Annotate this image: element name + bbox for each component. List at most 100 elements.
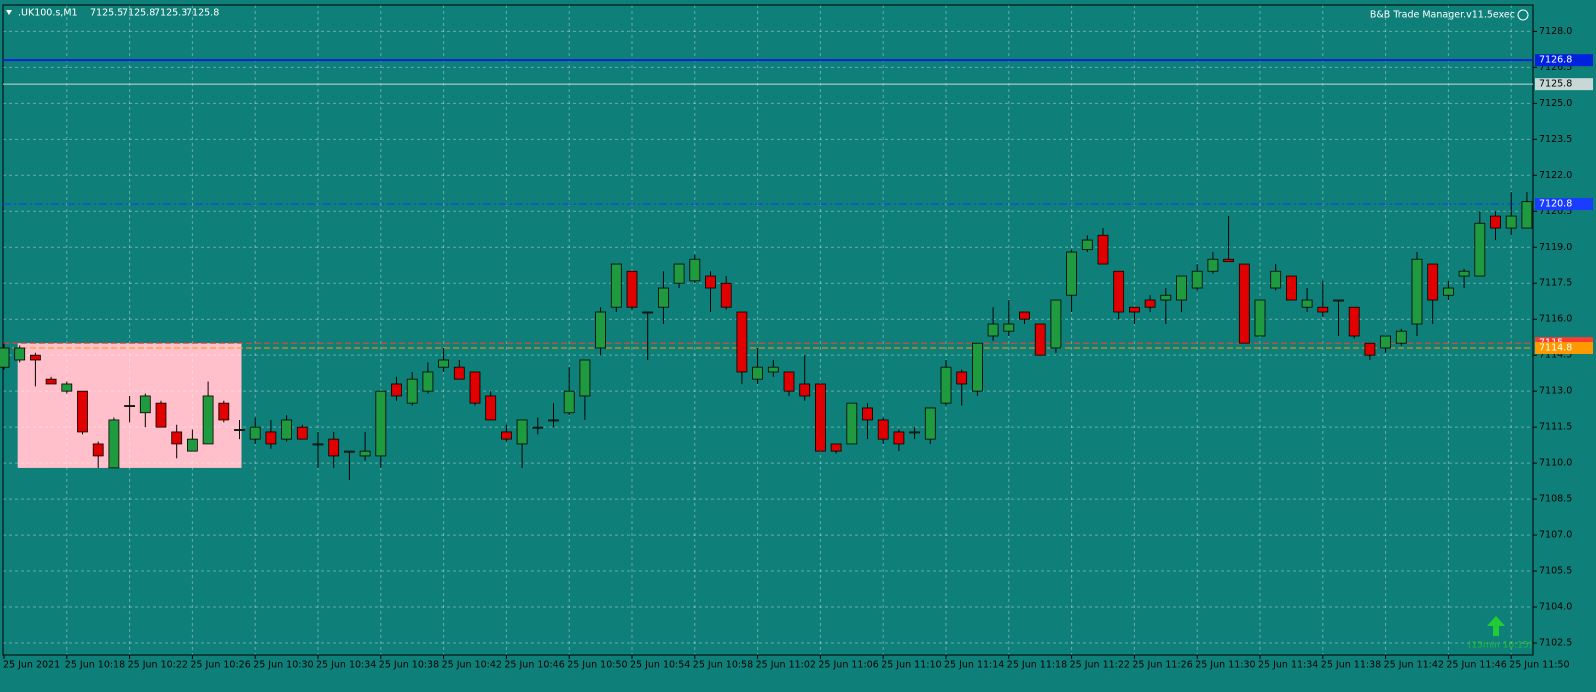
candle-body (1380, 335, 1391, 349)
x-tick-label: 25 Jun 2021 (3, 660, 60, 671)
candle-body (265, 431, 277, 445)
candle-body (595, 311, 606, 349)
level-label: 7114.8 (1539, 342, 1572, 353)
candle-body (705, 275, 716, 289)
level-label-box (1535, 198, 1593, 211)
x-tick-label: 25 Jun 11:30 (1195, 660, 1255, 671)
y-tick-label: 7102.5 (1539, 638, 1572, 649)
x-tick-label: 25 Jun 11:38 (1321, 660, 1381, 671)
y-tick-label: 7125.0 (1539, 98, 1572, 109)
y-tick-label: 7114.5 (1539, 350, 1572, 361)
candle-body (312, 443, 324, 446)
candle-body (1207, 258, 1219, 272)
x-tick-label: 25 Jun 10:30 (253, 660, 313, 671)
candle-body (359, 450, 371, 457)
candle-body (987, 323, 999, 337)
candle-body (391, 383, 402, 397)
x-tick-label: 25 Jun 10:22 (128, 660, 188, 671)
candle-body (1176, 275, 1187, 301)
candle-body (736, 311, 748, 373)
candle-body (1395, 330, 1407, 344)
candle-body (783, 371, 795, 392)
ohlc-close: 7125.8 (186, 8, 219, 19)
y-tick-label: 7110.0 (1539, 458, 1572, 469)
x-tick-label: 25 Jun 11:46 (1446, 660, 1506, 671)
candle-body (1003, 323, 1015, 332)
candle-body (218, 402, 230, 421)
candle-body (92, 443, 104, 457)
candle-body (1364, 342, 1376, 356)
x-tick-label: 25 Jun 10:38 (379, 660, 439, 671)
candle-body (1490, 215, 1501, 229)
x-tick-label: 25 Jun 11:18 (1007, 660, 1067, 671)
candle-body (1333, 299, 1344, 302)
ohlc-low: 7125.3 (154, 8, 187, 19)
candle-body (1238, 263, 1250, 344)
menu-arrow[interactable] (6, 10, 12, 15)
candle-body (909, 431, 920, 434)
candle-body (877, 419, 889, 440)
y-tick-label: 7123.5 (1539, 134, 1572, 145)
plot-frame (2, 4, 1534, 656)
ohlc-high: 7125.8 (122, 8, 155, 19)
y-tick-label: 7119.0 (1539, 242, 1572, 253)
x-tick-label: 25 Jun 11:22 (1070, 660, 1130, 671)
candle-body (862, 407, 873, 421)
x-tick-label: 25 Jun 10:46 (504, 660, 564, 671)
candle-body (658, 287, 669, 308)
candle-body (924, 407, 936, 440)
candle-body (1254, 299, 1266, 337)
candle-body (1270, 270, 1282, 289)
y-tick-label: 7116.0 (1539, 314, 1572, 325)
level-label: 7120.8 (1539, 199, 1572, 210)
candle-body (1505, 215, 1517, 229)
candle-body (249, 426, 261, 440)
candle-body (1443, 287, 1454, 296)
indicator-icon[interactable] (1517, 9, 1529, 21)
candle-body (642, 311, 654, 314)
x-tick-label: 25 Jun 11:34 (1258, 660, 1318, 671)
candle-body (689, 258, 701, 282)
y-tick-label: 7122.0 (1539, 170, 1572, 181)
candle-body (281, 419, 293, 440)
candle-body (579, 359, 591, 397)
candle-body (202, 395, 214, 445)
y-tick-label: 7107.0 (1539, 530, 1572, 541)
x-tick-label: 25 Jun 10:18 (65, 660, 125, 671)
candle-body (438, 359, 450, 368)
candle-body (752, 366, 763, 380)
x-tick-label: 25 Jun 11:42 (1384, 660, 1444, 671)
candle-body (469, 371, 481, 404)
candle-body (0, 347, 10, 368)
x-tick-label: 25 Jun 10:42 (442, 660, 502, 671)
x-tick-label: 25 Jun 11:50 (1509, 660, 1569, 671)
candle-body (296, 426, 308, 440)
ohlc-open: 7125.5 (90, 8, 123, 19)
x-tick-label: 25 Jun 10:26 (190, 660, 250, 671)
x-tick-label: 25 Jun 10:58 (693, 660, 753, 671)
candle-body (45, 378, 57, 385)
candle-body (1191, 270, 1203, 289)
candle-body (516, 419, 528, 445)
candle-body (77, 390, 88, 433)
candle-body (500, 431, 512, 440)
x-tick-label: 25 Jun 11:26 (1132, 660, 1192, 671)
candle-body (720, 282, 732, 308)
candle-body (893, 431, 905, 445)
candle-body (1066, 251, 1077, 296)
x-tick-label: 25 Jun 11:10 (881, 660, 941, 671)
candle-body (422, 371, 434, 392)
candle-body (328, 438, 340, 457)
candle-body (799, 383, 811, 397)
candle-body (972, 342, 983, 392)
indicator-name: B&B Trade Manager.v11.5exec (1370, 10, 1515, 21)
level-label: 7126.8 (1539, 55, 1572, 66)
candle-body (1034, 323, 1046, 356)
candle-body (186, 438, 198, 452)
candle-body (548, 419, 559, 422)
candle-body (767, 366, 779, 373)
candle-body (1160, 294, 1172, 301)
candle-body (815, 383, 826, 452)
x-tick-label: 25 Jun 10:50 (567, 660, 627, 671)
